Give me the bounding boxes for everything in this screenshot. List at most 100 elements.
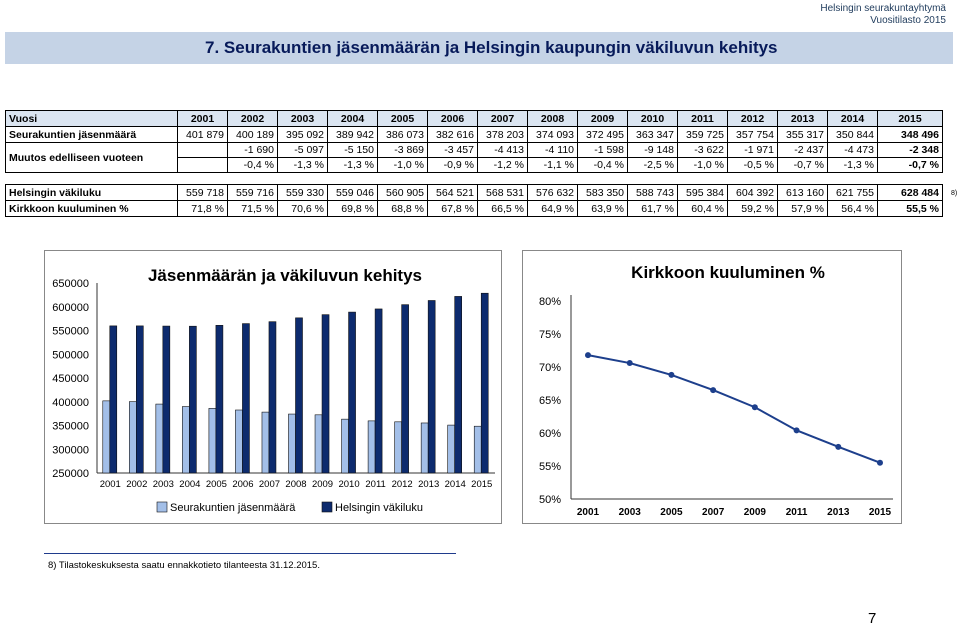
population-cell: 559 716 bbox=[227, 184, 278, 201]
x-tick-label: 2007 bbox=[259, 479, 280, 490]
bar bbox=[420, 422, 429, 474]
members-cell: 382 616 bbox=[427, 126, 478, 143]
share-cell: 68,8 % bbox=[377, 200, 428, 217]
change-pct-cell: -1,3 % bbox=[327, 157, 378, 173]
legend-label: Helsingin väkiluku bbox=[335, 502, 423, 514]
bar-chart: Jäsenmäärän ja väkiluvun kehitys 250000 30… bbox=[52, 266, 495, 514]
share-cell: 55,5 % bbox=[877, 200, 943, 217]
x-tick-label: 2009 bbox=[744, 507, 767, 518]
change-pct-cell: -0,5 % bbox=[727, 157, 778, 173]
population-cell: 628 484 bbox=[877, 184, 943, 201]
data-point bbox=[751, 404, 758, 411]
change-abs-cell: -1 598 bbox=[577, 142, 628, 158]
members-cell: 355 317 bbox=[777, 126, 828, 143]
x-tick-label: 2011 bbox=[786, 507, 808, 518]
x-tick-label: 2005 bbox=[660, 507, 683, 518]
empty-cell bbox=[177, 142, 228, 158]
y-tick-label: 250000 bbox=[52, 468, 89, 480]
year-header-cell: 2001 bbox=[177, 110, 228, 127]
year-header-cell: 2003 bbox=[277, 110, 328, 127]
x-tick-label: 2012 bbox=[392, 479, 413, 490]
change-row-label: Muutos edelliseen vuoteen bbox=[5, 142, 178, 173]
share-row-label: Kirkkoon kuuluminen % bbox=[5, 200, 178, 217]
x-tick-label: 2008 bbox=[285, 479, 306, 490]
bar bbox=[314, 414, 323, 474]
y-tick-label: 450000 bbox=[52, 373, 89, 385]
bar bbox=[427, 300, 436, 474]
x-tick-label: 2004 bbox=[179, 479, 200, 490]
page-title: 7. Seurakuntien jäsenmäärän ja Helsingin… bbox=[205, 38, 778, 57]
x-tick-label: 2010 bbox=[338, 479, 359, 490]
bar bbox=[242, 323, 250, 474]
population-cell: 559 330 bbox=[277, 184, 328, 201]
population-cell: 583 350 bbox=[577, 184, 628, 201]
year-header-cell: 2005 bbox=[377, 110, 428, 127]
table-row: Kirkkoon kuuluminen % 71,8 % 71,5 % 70,6 % 6… bbox=[5, 200, 943, 217]
data-point bbox=[668, 371, 675, 378]
bar bbox=[136, 325, 144, 474]
change-pct-cell: -1,0 % bbox=[677, 157, 728, 173]
bar bbox=[235, 409, 243, 474]
members-row-label: Seurakuntien jäsenmäärä bbox=[5, 126, 178, 143]
members-cell: 359 725 bbox=[677, 126, 728, 143]
line-chart-panel: Kirkkoon kuuluminen % 50% 55% 60% 65% 70% 75% 8… bbox=[522, 250, 902, 524]
bar bbox=[102, 400, 111, 474]
bar bbox=[182, 406, 190, 474]
year-header-label: Vuosi bbox=[5, 110, 178, 127]
change-abs-cell: -1 690 bbox=[227, 142, 278, 158]
members-cell: 348 496 bbox=[877, 126, 943, 143]
footnote: 8) Tilastokeskuksesta saatu ennakkotieto… bbox=[48, 560, 320, 571]
year-header-cell: 2002 bbox=[227, 110, 278, 127]
population-cell: 559 046 bbox=[327, 184, 378, 201]
year-header-cell: 2006 bbox=[427, 110, 478, 127]
change-abs-cell: -5 150 bbox=[327, 142, 378, 158]
x-tick-label: 2009 bbox=[312, 479, 333, 490]
bar bbox=[155, 403, 164, 474]
change-pct-cell: -1,1 % bbox=[527, 157, 578, 173]
change-abs-cell: -3 622 bbox=[677, 142, 728, 158]
year-header-cell: 2011 bbox=[677, 110, 728, 127]
change-pct-cell: -0,9 % bbox=[427, 157, 478, 173]
change-abs-cell: -5 097 bbox=[277, 142, 328, 158]
change-abs-cell: -3 869 bbox=[377, 142, 428, 158]
change-pct-cell: -1,2 % bbox=[477, 157, 528, 173]
members-cell: 378 203 bbox=[477, 126, 528, 143]
legend-swatch bbox=[321, 501, 333, 513]
y-tick-label: 300000 bbox=[52, 444, 89, 456]
share-cell: 71,5 % bbox=[227, 200, 278, 217]
y-tick-label: 350000 bbox=[52, 421, 89, 433]
bar bbox=[295, 317, 303, 474]
share-cell: 61,7 % bbox=[627, 200, 678, 217]
page-number: 7 bbox=[868, 610, 877, 627]
x-tick-label: 2015 bbox=[869, 507, 892, 518]
bar bbox=[321, 314, 330, 474]
bar bbox=[394, 421, 402, 474]
bar bbox=[480, 292, 489, 474]
population-footnote-marker: 8) bbox=[951, 190, 958, 197]
share-cell: 63,9 % bbox=[577, 200, 628, 217]
legend-label: Seurakuntien jäsenmäärä bbox=[170, 502, 296, 514]
y-tick-label: 50% bbox=[539, 494, 561, 506]
table-row: Seurakuntien jäsenmäärä 401 879 400 189 395… bbox=[5, 126, 943, 143]
change-abs-cell: -3 457 bbox=[427, 142, 478, 158]
change-pct-cell: -0,4 % bbox=[227, 157, 278, 173]
year-header-cell: 2010 bbox=[627, 110, 678, 127]
bar bbox=[215, 325, 224, 474]
table-row: Vuosi 2001 2002 2003 2004 2005 2006 2007 2008 200… bbox=[5, 110, 943, 127]
y-tick-label: 55% bbox=[539, 461, 561, 473]
share-cell: 64,9 % bbox=[527, 200, 578, 217]
y-tick-label: 400000 bbox=[52, 397, 89, 409]
bar bbox=[367, 420, 376, 474]
year-header-cell: 2012 bbox=[727, 110, 778, 127]
members-cell: 357 754 bbox=[727, 126, 778, 143]
year-header-cell: 2014 bbox=[827, 110, 878, 127]
x-tick-label: 2001 bbox=[577, 507, 600, 518]
population-cell: 588 743 bbox=[627, 184, 678, 201]
year-header-cell: 2015 bbox=[877, 110, 943, 127]
members-cell: 395 092 bbox=[277, 126, 328, 143]
statistics-table: Vuosi 2001 2002 2003 2004 2005 2006 2007 2008 200… bbox=[5, 110, 943, 217]
bar bbox=[348, 311, 356, 474]
share-cell: 69,8 % bbox=[327, 200, 378, 217]
members-cell: 386 073 bbox=[377, 126, 428, 143]
x-tick-label: 2001 bbox=[100, 479, 121, 490]
